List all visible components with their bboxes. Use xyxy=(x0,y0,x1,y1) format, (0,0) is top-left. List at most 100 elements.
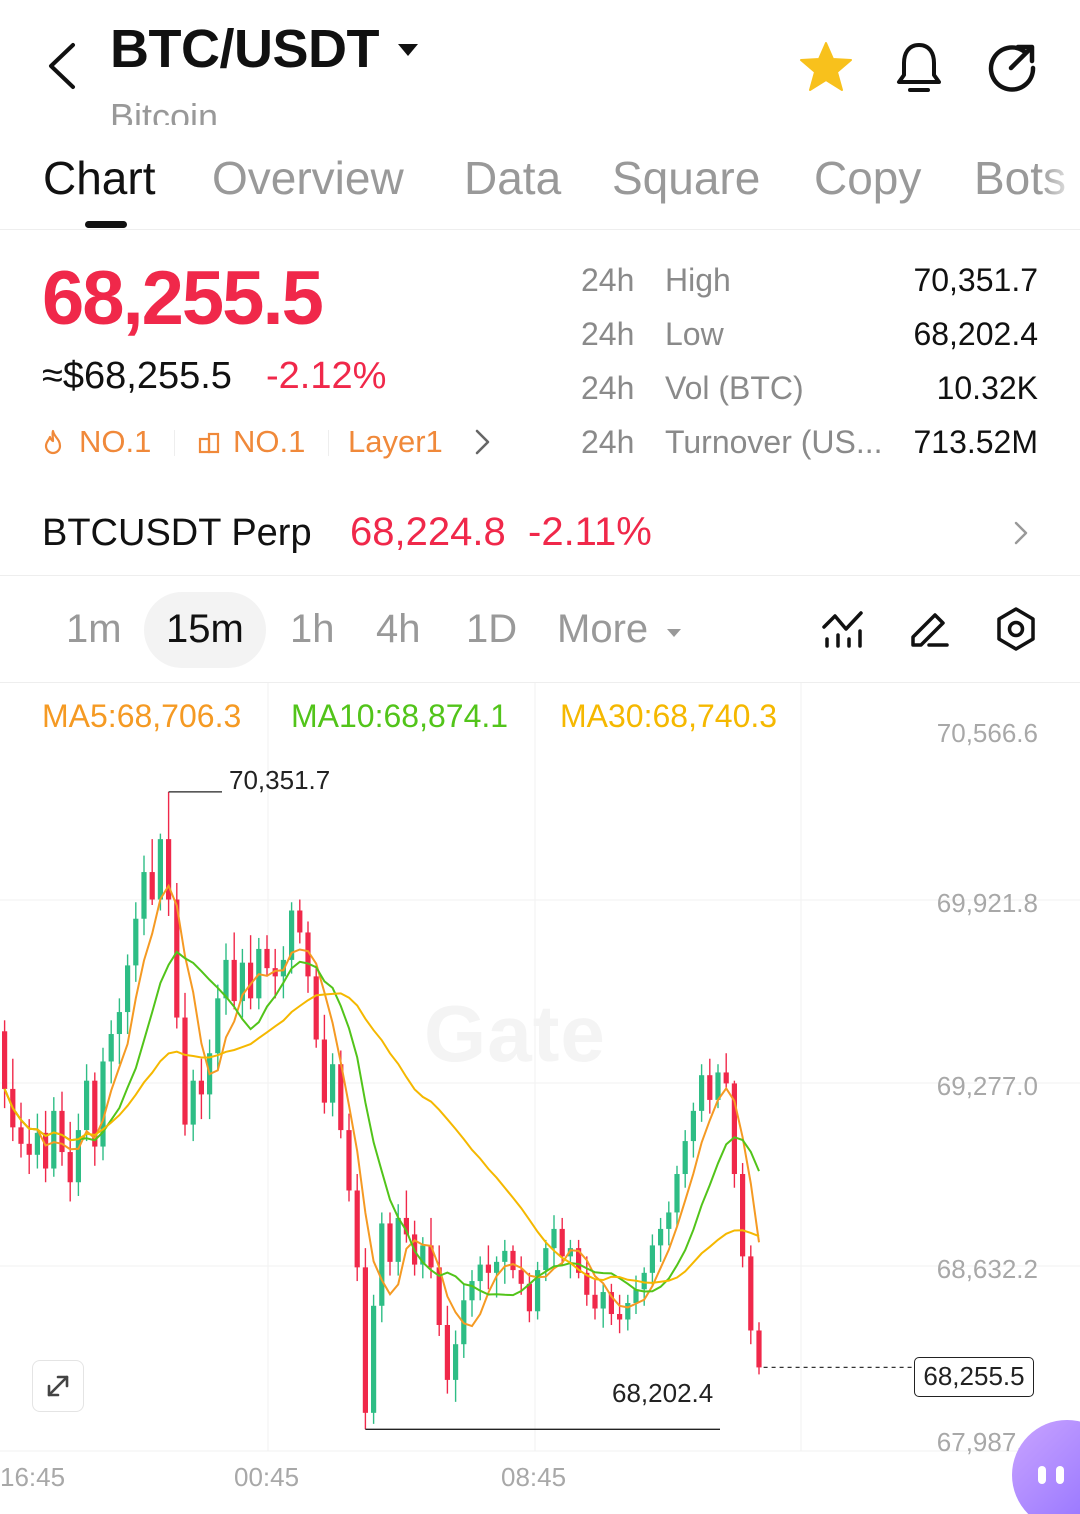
candle-body xyxy=(75,1130,81,1183)
timeframe-15m[interactable]: 15m xyxy=(166,607,244,651)
candle-body xyxy=(740,1174,746,1257)
candle-body xyxy=(100,1061,106,1147)
tab-copy[interactable]: Copy xyxy=(814,152,922,204)
candle-body xyxy=(469,1281,475,1301)
back-arrow-icon[interactable] xyxy=(40,38,84,94)
candle-body xyxy=(43,1132,49,1169)
tab-overview[interactable]: Overview xyxy=(212,152,404,204)
candle-body xyxy=(494,1261,500,1273)
timeframe-more[interactable]: More xyxy=(557,607,649,651)
tab-square[interactable]: Square xyxy=(612,152,761,204)
candle-body xyxy=(174,899,180,1018)
ma30-label: MA30:68,740.3 xyxy=(560,698,778,734)
rank-badge-1: NO.1 xyxy=(79,424,152,459)
stat-turnover-label: 24h Turnover (US... xyxy=(581,424,883,460)
x-tick-label: 16:45 xyxy=(0,1462,66,1492)
timeframe-4h[interactable]: 4h xyxy=(376,607,421,651)
candle-body xyxy=(34,1132,40,1155)
candle-body xyxy=(518,1270,524,1284)
timeframe-1h[interactable]: 1h xyxy=(290,607,335,651)
candle-body xyxy=(272,968,278,977)
candle-body xyxy=(116,1012,122,1035)
candle-body xyxy=(592,1294,598,1309)
candle-body xyxy=(428,1245,434,1268)
candle-body xyxy=(239,962,245,1002)
candle-body xyxy=(387,1223,393,1262)
bell-icon[interactable] xyxy=(890,38,948,96)
candle-body xyxy=(436,1267,442,1325)
x-tick-label: 08:45 xyxy=(501,1462,567,1492)
candle-body xyxy=(371,1305,377,1413)
tab-data[interactable]: Data xyxy=(464,152,562,204)
candle-body xyxy=(346,1130,352,1191)
divider xyxy=(174,430,175,456)
stat-high-value: 70,351.7 xyxy=(913,262,1038,298)
tab-active-indicator xyxy=(85,221,127,228)
candle-body xyxy=(682,1141,688,1175)
divider xyxy=(328,430,329,456)
candle-body xyxy=(453,1344,459,1380)
tab-chart[interactable]: Chart xyxy=(43,152,156,204)
draw-pencil-icon[interactable] xyxy=(906,606,952,652)
candle-body xyxy=(362,1267,368,1413)
candle-body xyxy=(166,839,172,900)
candle-body xyxy=(502,1250,508,1262)
candle-body xyxy=(699,1075,705,1111)
candle-body xyxy=(535,1270,541,1312)
settings-hexagon-icon[interactable] xyxy=(993,606,1039,652)
x-tick-label: 00:45 xyxy=(234,1462,300,1492)
stat-low-value: 68,202.4 xyxy=(913,316,1038,352)
chevron-right-icon xyxy=(1012,520,1030,551)
perp-price: 68,224.8 xyxy=(350,510,506,554)
candle-body xyxy=(26,1143,32,1155)
candle-body xyxy=(600,1292,606,1309)
candle-body xyxy=(248,962,254,999)
candle-body xyxy=(715,1072,721,1100)
candle-body xyxy=(289,910,295,960)
y-tick-label: 68,632.2 xyxy=(936,1254,1038,1284)
stat-vol-value: 10.32K xyxy=(936,370,1038,406)
candlestick-chart[interactable] xyxy=(0,683,1080,1514)
expand-fullscreen-icon[interactable] xyxy=(32,1360,84,1412)
candle-body xyxy=(182,1017,188,1125)
timeframe-1d[interactable]: 1D xyxy=(466,607,518,651)
candle-body xyxy=(477,1264,483,1282)
candle-body xyxy=(576,1248,582,1273)
pair-subtitle: Bitcoin xyxy=(110,96,219,125)
last-price-tag: 68,255.5 xyxy=(914,1357,1034,1397)
timeframe-1m[interactable]: 1m xyxy=(66,607,122,651)
candle-body xyxy=(305,932,311,977)
ma5-line xyxy=(3,883,760,1328)
indicator-icon[interactable] xyxy=(820,606,866,652)
candle-body xyxy=(92,1080,98,1147)
candle-body xyxy=(84,1080,90,1131)
candle-body xyxy=(567,1248,573,1257)
candle-body xyxy=(231,959,237,1002)
candle-body xyxy=(149,872,155,900)
perp-change: -2.11% xyxy=(528,510,652,554)
candle-body xyxy=(264,948,270,969)
rank-badge-2: NO.1 xyxy=(233,424,306,459)
star-icon[interactable] xyxy=(797,38,855,96)
perp-row[interactable]: BTCUSDT Perp 68,224.8 -2.11% xyxy=(0,490,1080,576)
candle-body xyxy=(633,1289,639,1304)
rank-icon xyxy=(197,428,221,464)
caret-down-icon[interactable] xyxy=(396,42,420,63)
candle-body xyxy=(403,1217,409,1235)
candle-body xyxy=(354,1190,360,1268)
category-tag: Layer1 xyxy=(348,424,443,459)
candle-body xyxy=(510,1250,516,1271)
share-icon[interactable] xyxy=(983,38,1041,96)
chart-canvas xyxy=(0,683,1080,1452)
candle-body xyxy=(338,1064,344,1131)
timeframe-bar: 1m 15m 1h 4h 1D More xyxy=(0,577,1080,683)
candle-body xyxy=(690,1110,696,1142)
candle-body xyxy=(723,1072,729,1084)
candle-body xyxy=(666,1212,672,1229)
candle-body xyxy=(551,1228,557,1249)
low-marker-label: 68,202.4 xyxy=(612,1378,714,1408)
perp-name: BTCUSDT Perp xyxy=(42,512,312,554)
pair-title[interactable]: BTC/USDT xyxy=(110,19,379,79)
candle-body xyxy=(330,1064,336,1103)
candle-body xyxy=(748,1256,754,1331)
